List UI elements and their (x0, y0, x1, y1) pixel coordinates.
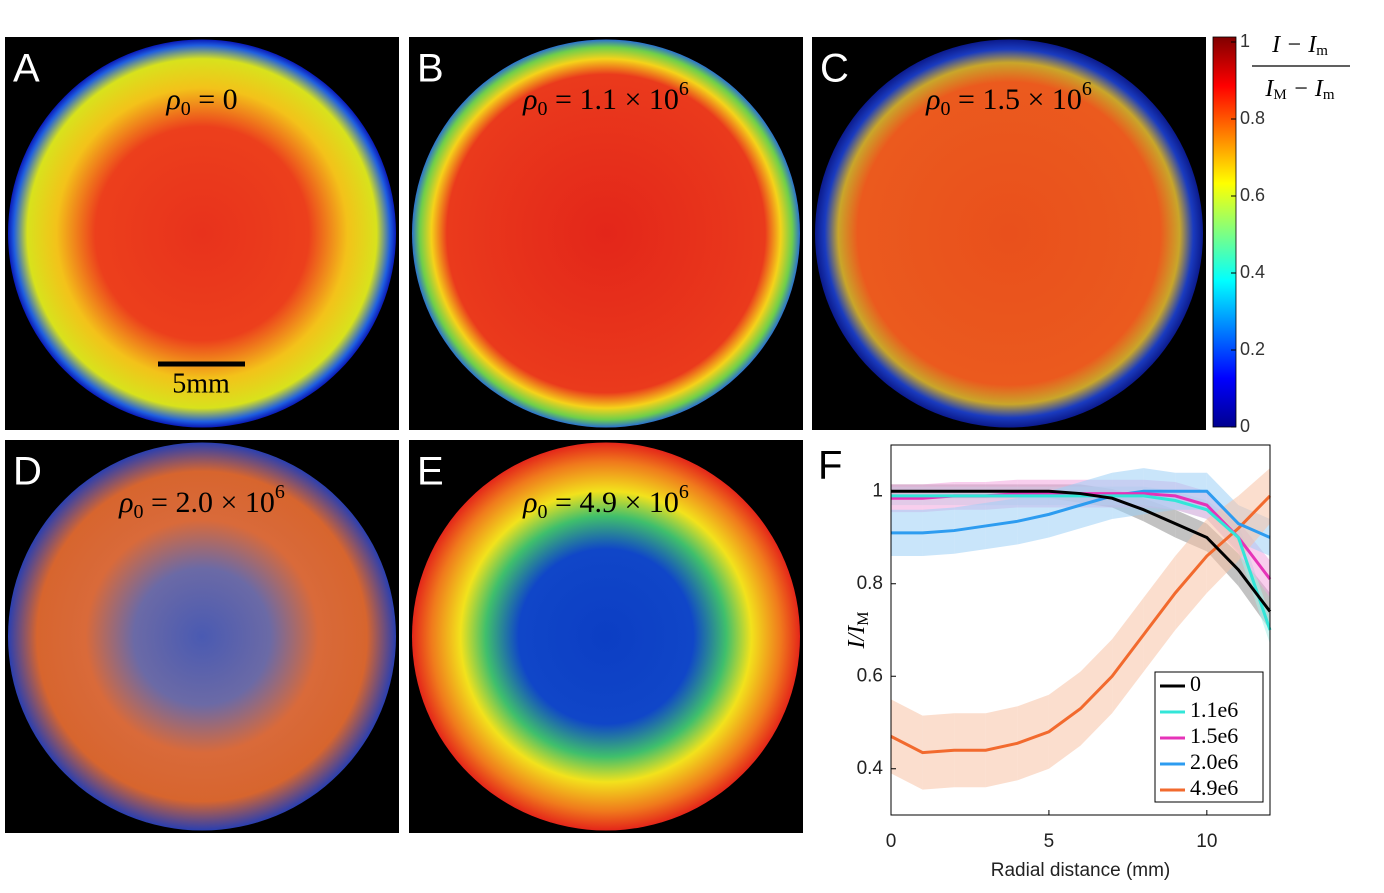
series-line (891, 489, 1272, 613)
sample-disk (412, 442, 800, 831)
series-line (891, 494, 1272, 631)
colorbar-tick-label: 0 (1240, 416, 1250, 436)
text: 0 (941, 98, 951, 120)
scale-bar-label: 5mm (172, 368, 230, 399)
text: 6 (679, 481, 689, 503)
text: ρ (165, 83, 180, 116)
panel-letter: E (417, 450, 444, 494)
y-tick-label: 0.4 (857, 758, 884, 779)
text: m (1323, 87, 1335, 103)
colorbar-tick-label: 1 (1240, 31, 1250, 51)
colorbar (1212, 36, 1237, 428)
text: I (1264, 76, 1274, 102)
text: ρ (118, 486, 133, 519)
sample-disk (8, 39, 396, 428)
sample-disk (412, 39, 800, 428)
panel-letter: B (417, 47, 444, 91)
panel-letter: F (818, 444, 842, 488)
text: I/I (844, 625, 870, 650)
text: − I (1287, 76, 1324, 102)
panel-letter: A (13, 47, 40, 91)
plot-frame (890, 444, 1271, 816)
legend-label: 2.0e6 (1190, 749, 1238, 774)
text: ρ (522, 486, 537, 519)
text: 6 (1082, 78, 1092, 100)
series-line (890, 494, 1272, 755)
y-tick-label: 1 (872, 480, 883, 501)
error-band (1238, 468, 1270, 561)
legend-label: 1.5e6 (1190, 723, 1238, 748)
colorbar-tick-label: 0.8 (1240, 108, 1265, 128)
series-line (891, 489, 1271, 539)
y-tick-label: 0.8 (857, 573, 883, 594)
text: 6 (679, 78, 689, 100)
x-axis-label: Radial distance (mm) (991, 860, 1171, 881)
text: 0 (134, 501, 144, 523)
colorbar-label-numerator: I − Im (1271, 32, 1328, 60)
sample-disk (8, 442, 396, 831)
panel-letter: C (820, 47, 849, 91)
text: 6 (275, 481, 285, 503)
density-label: ρ0 = 2.0 × 106 (118, 481, 285, 523)
text: I − I (1271, 32, 1317, 58)
text: = 4.9 × 10 (548, 486, 679, 519)
text: 0 (181, 98, 191, 120)
x-tick-label: 5 (1044, 831, 1055, 852)
sample-disk (815, 39, 1203, 428)
colorbar-tick-label: 0.2 (1240, 339, 1265, 359)
text: = 0 (191, 83, 238, 116)
text: M (855, 612, 872, 626)
text: = 1.1 × 10 (548, 83, 679, 116)
density-label: ρ0 = 0 (165, 83, 237, 120)
error-band (1206, 495, 1239, 593)
text: ρ (925, 83, 940, 116)
density-label: ρ0 = 4.9 × 106 (522, 481, 689, 523)
x-tick-label: 0 (886, 831, 897, 852)
density-label: ρ0 = 1.5 × 106 (925, 78, 1092, 120)
text: ρ (522, 83, 537, 116)
legend-label: 4.9e6 (1190, 775, 1238, 800)
panel-letter: D (13, 450, 42, 494)
text: 0 (538, 501, 548, 523)
text: m (1316, 43, 1328, 59)
text: 0 (538, 98, 548, 120)
legend-label: 0 (1190, 671, 1201, 696)
colorbar-tick-label: 0.4 (1240, 262, 1265, 282)
x-tick-label: 10 (1196, 831, 1217, 852)
colorbar-tick-label: 0.6 (1240, 185, 1265, 205)
text: = 1.5 × 10 (951, 83, 1082, 116)
text: = 2.0 × 10 (144, 486, 275, 519)
legend-label: 1.1e6 (1190, 697, 1238, 722)
density-label: ρ0 = 1.1 × 106 (522, 78, 689, 120)
text: M (1273, 87, 1286, 103)
y-axis-label: I/IM (844, 612, 872, 650)
y-tick-label: 0.6 (857, 665, 883, 686)
colorbar-label-denominator: IM − Im (1264, 76, 1335, 104)
